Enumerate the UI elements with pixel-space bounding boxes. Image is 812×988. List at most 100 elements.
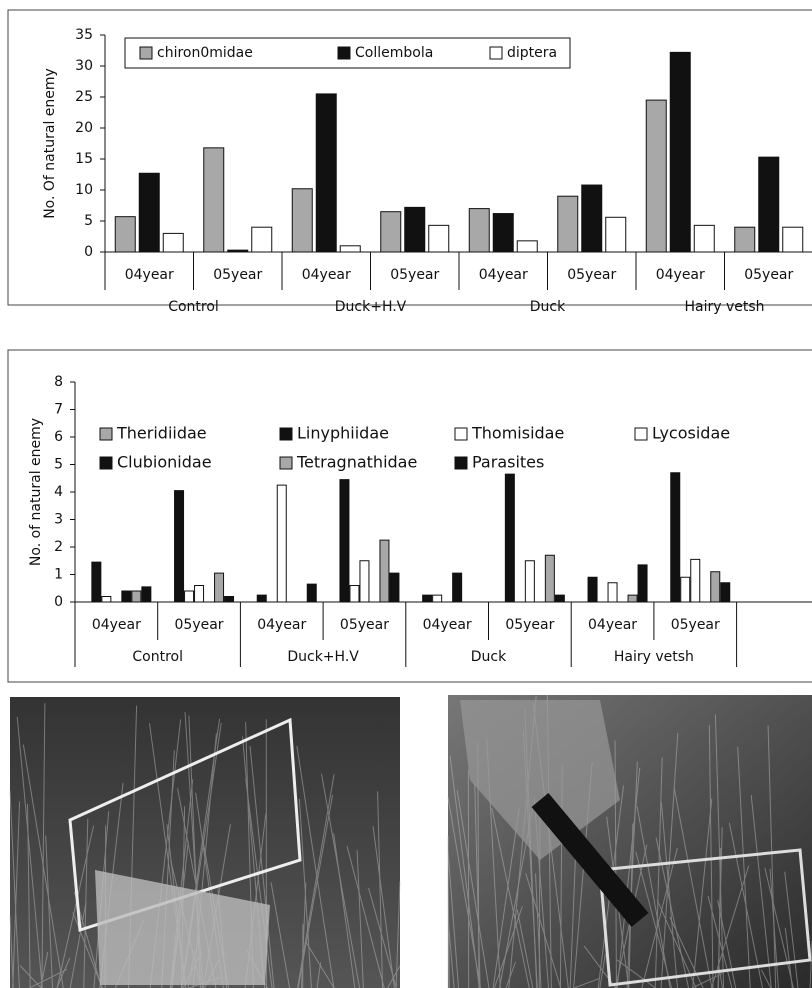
bar [215, 573, 224, 602]
y-tick-label: 1 [54, 567, 63, 583]
legend-swatch [140, 47, 152, 59]
x-tick-label: 05year [390, 267, 439, 283]
x-tick-label: 04year [479, 267, 528, 283]
bar [340, 480, 349, 602]
y-tick-label: 25 [75, 89, 93, 105]
bar [469, 209, 489, 252]
bar [588, 577, 597, 602]
y-tick-label: 6 [54, 429, 63, 445]
x-tick-label: 05year [567, 267, 616, 283]
bar [555, 595, 564, 602]
y-tick-label: 10 [75, 182, 93, 198]
page: 05101520253035No. Of natural enemy04year… [0, 0, 812, 988]
bar [225, 597, 234, 603]
x-tick-label: 05year [213, 267, 262, 283]
bar [453, 573, 462, 602]
bar [292, 189, 312, 252]
group-label: Control [132, 649, 183, 665]
bar [340, 246, 360, 252]
bar [721, 583, 730, 602]
bar [380, 540, 389, 602]
bar [735, 227, 755, 252]
x-tick-label: 05year [671, 617, 720, 633]
y-tick-label: 35 [75, 27, 93, 43]
bar [606, 217, 626, 252]
bar [102, 597, 111, 603]
y-axis-title: No. of natural enemy [28, 418, 44, 566]
bar [185, 591, 194, 602]
bar [163, 233, 183, 252]
bar [711, 572, 720, 602]
group-label: Duck [471, 649, 507, 665]
legend-swatch [455, 428, 467, 440]
legend-swatch [338, 47, 350, 59]
bar [277, 485, 286, 602]
group-label: Duck+H.V [335, 299, 407, 315]
bar [646, 100, 666, 252]
bar [142, 587, 151, 602]
bar [681, 577, 690, 602]
x-tick-label: 04year [302, 267, 351, 283]
bar [433, 595, 442, 602]
legend-swatch [100, 428, 112, 440]
legend-swatch [635, 428, 647, 440]
legend-label: Parasites [472, 453, 544, 472]
bar [307, 584, 316, 602]
bar [783, 227, 803, 252]
y-tick-label: 15 [75, 151, 93, 167]
bar [429, 225, 449, 252]
legend-swatch [280, 428, 292, 440]
y-tick-label: 3 [54, 512, 63, 528]
bar [139, 173, 159, 252]
legend-label: Collembola [355, 45, 433, 61]
bar [759, 157, 779, 252]
bar [360, 561, 369, 602]
x-tick-label: 05year [175, 617, 224, 633]
x-tick-label: 05year [744, 267, 793, 283]
bar [175, 491, 184, 602]
legend-label: Lycosidae [652, 424, 730, 443]
bar [405, 207, 425, 252]
y-tick-label: 5 [84, 213, 93, 229]
x-tick-label: 04year [125, 267, 174, 283]
y-tick-label: 30 [75, 58, 93, 74]
legend-swatch [455, 457, 467, 469]
bar [132, 591, 141, 602]
y-tick-label: 8 [54, 374, 63, 390]
y-tick-label: 5 [54, 457, 63, 473]
x-tick-label: 04year [92, 617, 141, 633]
y-tick-label: 20 [75, 120, 93, 136]
x-tick-label: 04year [257, 617, 306, 633]
bar [92, 562, 101, 602]
x-tick-label: 05year [505, 617, 554, 633]
legend-label: Linyphiidae [297, 424, 389, 443]
bar [115, 217, 135, 252]
bar [257, 595, 266, 602]
photos [10, 695, 812, 988]
bar [350, 586, 359, 603]
bar [122, 591, 131, 602]
group-label: Hairy vetsh [614, 649, 694, 665]
legend-label: Thomisidae [471, 424, 564, 443]
legend-swatch [490, 47, 502, 59]
y-tick-label: 0 [84, 244, 93, 260]
y-axis-title: No. Of natural enemy [42, 68, 58, 219]
x-tick-label: 04year [656, 267, 705, 283]
legend-label: Clubionidae [117, 453, 212, 472]
group-label: Hairy vetsh [684, 299, 764, 315]
bar [204, 148, 224, 252]
bar [493, 214, 513, 252]
legend-label: Theridiidae [116, 424, 207, 443]
y-tick-label: 2 [54, 539, 63, 555]
bar [608, 583, 617, 602]
bar [252, 227, 272, 252]
legend-label: chiron0midae [157, 45, 253, 61]
legend-label: diptera [507, 45, 557, 61]
legend-swatch [280, 457, 292, 469]
group-label: Control [168, 299, 219, 315]
bar [381, 212, 401, 252]
bar [691, 559, 700, 602]
bar [517, 241, 537, 252]
bar [316, 94, 336, 252]
bar [638, 565, 647, 602]
